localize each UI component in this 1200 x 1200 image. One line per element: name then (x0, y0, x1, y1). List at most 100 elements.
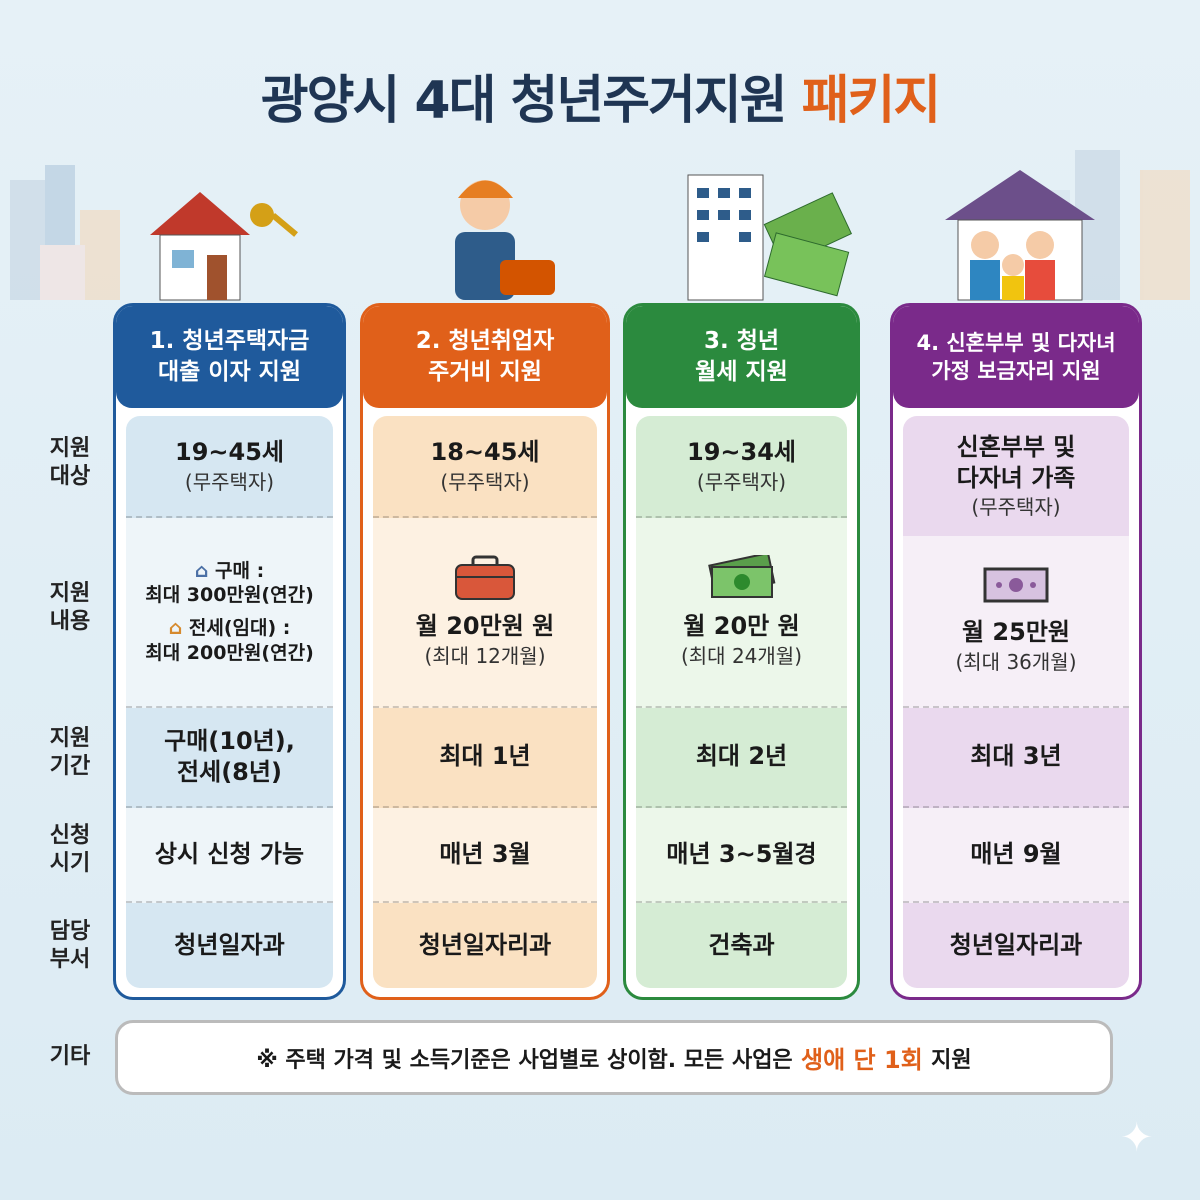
period-cell: 최대 2년 (636, 708, 847, 808)
period-cell: 최대 1년 (373, 708, 597, 808)
header-line: 주거비 지원 (428, 359, 542, 385)
row-label-content: 지원 내용 (30, 580, 110, 635)
lease-value: 최대 200만원(연간) (145, 641, 314, 664)
building-with-money-icon (687, 174, 853, 301)
target-note: (무주택자) (696, 469, 787, 494)
worker-with-toolbox-icon (455, 180, 555, 300)
target-cell: 19~34세 (무주택자) (636, 416, 847, 518)
etc-note: ※ 주택 가격 및 소득기준은 사업별로 상이함. 모든 사업은 생애 단 1회… (115, 1020, 1113, 1095)
illustration-banner (10, 150, 1190, 301)
row-label-line: 부서 (49, 946, 91, 972)
content-cell: ⌂ 구매 : 최대 300만원(연간) ⌂ 전세(임대) : 최대 200만원(… (126, 518, 333, 708)
row-label-line: 지원 (49, 726, 91, 751)
target-text: 19~45세 (175, 438, 284, 467)
row-label-line: 기간 (49, 753, 91, 779)
header-line: 대출 이자 지원 (158, 359, 301, 385)
dept-cell: 건축과 (636, 903, 847, 988)
target-note: (무주택자) (971, 495, 1061, 520)
row-label-line: 대상 (49, 463, 91, 489)
dept-text: 청년일자리과 (418, 930, 552, 959)
row-label-line: 지원 (49, 581, 91, 606)
dept-cell: 청년일자리과 (373, 903, 597, 988)
apply-cell: 매년 3~5월경 (636, 808, 847, 903)
house-icon: ⌂ (194, 559, 209, 582)
buy-value: 최대 300만원(연간) (145, 584, 314, 607)
period-cell: 최대 3년 (903, 708, 1129, 808)
etc-text: ※ 주택 가격 및 소득기준은 사업별로 상이함. 모든 사업은 (256, 1047, 793, 1073)
amount-text: 월 20만원 원 (415, 612, 555, 641)
content-cell: 월 20만원 원 (최대 12개월) (373, 518, 597, 708)
row-label-target: 지원 대상 (30, 435, 110, 490)
row-label-line: 담당 (49, 919, 91, 944)
period-text: 최대 2년 (695, 742, 788, 771)
header-line: 2. 청년취업자 (415, 327, 555, 354)
header-line: 1. 청년주택자금 (149, 327, 310, 354)
row-label-line: 시기 (49, 850, 91, 876)
buy-line: ⌂ 구매 : (195, 559, 264, 584)
target-text: 다자녀 가족 (956, 464, 1076, 492)
row-label-line: 지원 (49, 436, 91, 461)
apply-cell: 상시 신청 가능 (126, 808, 333, 903)
period-text: 최대 1년 (439, 742, 531, 771)
page-title: 광양시 4대 청년주거지원 패키지 (0, 58, 1200, 133)
row-label-apply: 신청 시기 (30, 822, 110, 877)
content-cell: 월 20만 원 (최대 24개월) (636, 518, 847, 708)
period-text: 구매(10년), (164, 726, 295, 755)
target-text: 신혼부부 및 (956, 432, 1076, 461)
header-line: 3. 청년 (703, 327, 780, 354)
row-label-period: 지원 기간 (30, 725, 110, 780)
house-icon: ⌂ (168, 617, 183, 639)
header-line: 가정 보금자리 지원 (931, 359, 1101, 383)
target-text: 18~45세 (430, 438, 540, 467)
dept-text: 청년일자리과 (949, 930, 1083, 959)
etc-highlight: 생애 단 1회 (801, 1046, 923, 1074)
period-text: 전세(8년) (177, 758, 282, 786)
apply-cell: 매년 9월 (903, 808, 1129, 903)
content-cell: 월 25만원 (최대 36개월) (903, 536, 1129, 708)
header-line: 월세 지원 (695, 359, 788, 385)
sparkle-icon: ✦ (1120, 1115, 1154, 1161)
apply-text: 매년 9월 (970, 839, 1062, 868)
family-house-icon (945, 170, 1095, 301)
target-note: (무주택자) (440, 469, 530, 494)
dept-text: 건축과 (708, 930, 775, 959)
toolbox-icon (455, 555, 515, 601)
amount-note: (최대 36개월) (955, 649, 1077, 674)
dept-cell: 청년일자리과 (903, 903, 1129, 988)
house-with-keys-icon (150, 192, 298, 301)
apply-text: 매년 3~5월경 (666, 839, 817, 868)
target-cell: 19~45세 (무주택자) (126, 416, 333, 518)
money-icon (707, 555, 775, 599)
amount-note: (최대 24개월) (680, 643, 802, 668)
target-note: (무주택자) (184, 469, 275, 494)
row-label-dept: 담당 부서 (30, 918, 110, 973)
title-main: 광양시 4대 청년주거지원 (260, 71, 788, 131)
apply-cell: 매년 3월 (373, 808, 597, 903)
amount-text: 월 20만 원 (683, 612, 800, 641)
apply-text: 상시 신청 가능 (154, 839, 305, 868)
amount-note: (최대 12개월) (424, 643, 546, 668)
row-label-line: 신청 (49, 823, 91, 848)
target-text: 19~34세 (687, 438, 796, 467)
city-buildings-left (10, 165, 120, 300)
period-text: 최대 3년 (970, 742, 1062, 771)
etc-tail: 지원 (931, 1047, 972, 1073)
period-cell: 구매(10년), 전세(8년) (126, 708, 333, 808)
target-cell: 18~45세 (무주택자) (373, 416, 597, 518)
title-accent: 패키지 (801, 71, 942, 131)
column-header: 4. 신혼부부 및 다자녀 가정 보금자리 지원 (893, 306, 1139, 408)
row-label-line: 내용 (49, 608, 91, 634)
lease-line: ⌂ 전세(임대) : (169, 616, 291, 641)
banknote-icon (983, 567, 1049, 603)
lease-label: 전세(임대) : (188, 617, 291, 639)
apply-text: 매년 3월 (439, 839, 531, 868)
dept-text: 청년일자과 (174, 930, 285, 959)
